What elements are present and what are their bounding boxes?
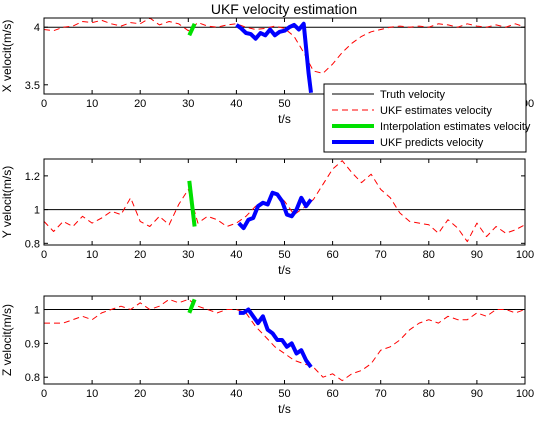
series-line — [235, 21, 313, 94]
x-tick-label: 50 — [278, 249, 290, 261]
x-tick-label: 100 — [516, 388, 534, 400]
series-group — [44, 298, 525, 382]
x-tick-label: 0 — [41, 98, 47, 110]
x-tick-label: 20 — [134, 249, 146, 261]
y-axis-label: Y velocit(m/s) — [0, 166, 14, 238]
x-tick-label: 80 — [423, 249, 435, 261]
legend: Truth velocity UKF estimates velocity Inte… — [323, 83, 531, 153]
series-line — [187, 298, 197, 314]
y-tick-label: 4 — [34, 22, 40, 34]
x-tick-label: 30 — [182, 249, 194, 261]
y-tick-label: 1.2 — [25, 171, 40, 183]
series-group — [44, 160, 525, 243]
x-axis-label: t/s — [278, 402, 291, 416]
y-axis-label: Z velocit(m/s) — [0, 304, 14, 376]
series-line — [44, 298, 525, 382]
legend-entry: Interpolation estimates velocity — [380, 121, 531, 133]
subplots: 01020304050607080901003.54t/sX velocit(m… — [0, 17, 534, 416]
x-tick-label: 70 — [375, 249, 387, 261]
x-tick-label: 50 — [278, 98, 290, 110]
x-tick-label: 40 — [230, 388, 242, 400]
y-tick-label: 1 — [34, 305, 40, 317]
x-tick-label: 40 — [230, 249, 242, 261]
y-tick-label: 0.8 — [25, 372, 40, 384]
y-axis-label: X velocit(m/s) — [0, 20, 14, 93]
y-tick-label: 3.5 — [25, 80, 40, 92]
legend-entry: UKF estimates velocity — [380, 105, 492, 117]
x-axis-label: t/s — [278, 263, 291, 277]
legend-entry: UKF predicts velocity — [380, 137, 484, 149]
x-tick-label: 40 — [230, 98, 242, 110]
y-tick-label: 1 — [34, 205, 40, 217]
x-tick-label: 60 — [326, 249, 338, 261]
x-tick-label: 70 — [375, 388, 387, 400]
x-tick-label: 90 — [471, 388, 483, 400]
x-tick-label: 30 — [182, 388, 194, 400]
legend-box — [323, 83, 527, 153]
y-tick-label: 0.9 — [25, 338, 40, 350]
x-tick-label: 60 — [326, 388, 338, 400]
series-line — [237, 190, 313, 231]
subplot-3: 0 10 20 30 40 50 60 70 80 90 100 0.8 0.9 1 t/s Z veloci… — [0, 295, 534, 416]
x-tick-label: 100 — [516, 249, 534, 261]
x-tick-label: 30 — [182, 98, 194, 110]
series-line — [44, 160, 525, 243]
x-tick-label: 10 — [86, 388, 98, 400]
series-line — [187, 180, 197, 227]
x-tick-label: 80 — [423, 388, 435, 400]
series-line — [187, 22, 197, 37]
y-tick-label: 0.8 — [25, 238, 40, 250]
x-tick-label: 0 — [41, 249, 47, 261]
x-tick-label: 0 — [41, 388, 47, 400]
subplot-2: 0 10 20 30 40 50 60 70 80 90 100 0.8 1 1.2 t/s Y veloci… — [0, 158, 534, 277]
series-group — [44, 18, 525, 94]
legend-entry: Truth velocity — [380, 89, 446, 101]
x-tick-label: 10 — [86, 249, 98, 261]
x-tick-label: 90 — [471, 249, 483, 261]
x-tick-label: 50 — [278, 388, 290, 400]
x-axis-label: t/s — [278, 112, 291, 126]
series-line — [238, 307, 313, 369]
x-tick-label: 20 — [134, 98, 146, 110]
series-line — [44, 18, 525, 74]
figure-title: UKF velocity estimation — [211, 1, 357, 17]
x-tick-label: 10 — [86, 98, 98, 110]
x-tick-label: 20 — [134, 388, 146, 400]
